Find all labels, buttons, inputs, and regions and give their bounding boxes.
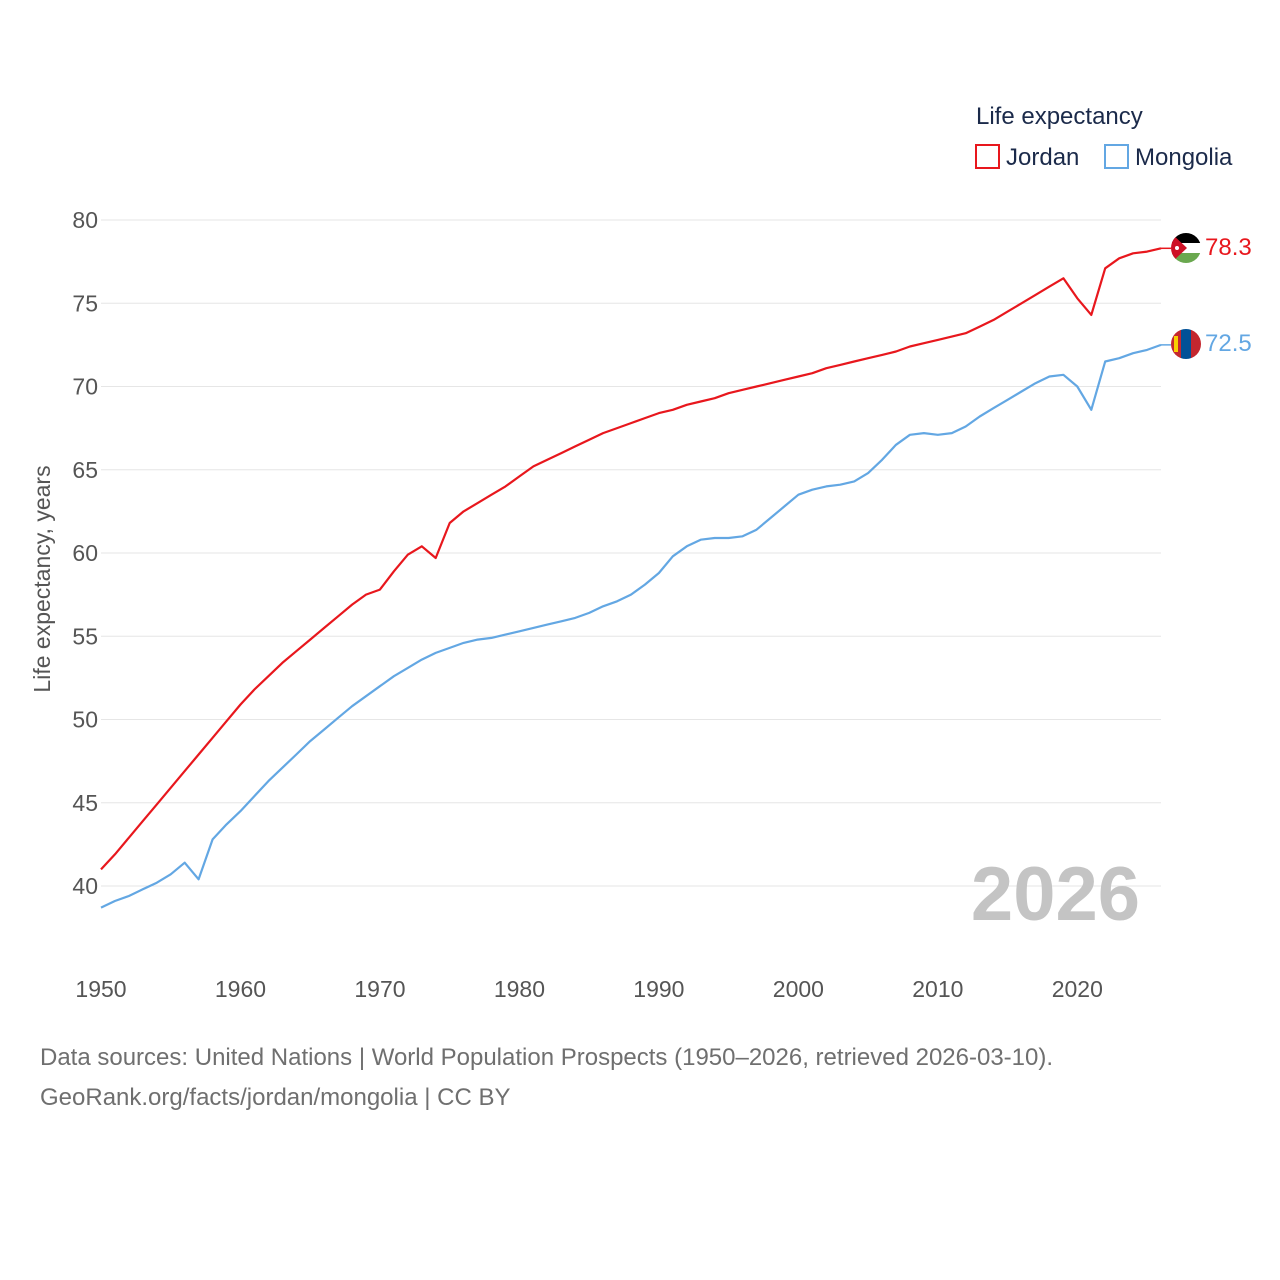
legend-label-jordan: Jordan xyxy=(1006,144,1079,171)
end-value-mongolia: 72.5 xyxy=(1205,330,1252,357)
y-tick-label-60: 60 xyxy=(72,540,98,566)
end-value-jordan: 78.3 xyxy=(1205,234,1252,261)
series-lines xyxy=(100,247,1171,909)
x-tick-label-1960: 1960 xyxy=(215,976,266,1002)
y-tick-label-50: 50 xyxy=(72,707,98,733)
year-label: 2026 xyxy=(971,852,1140,937)
legend-title: Life expectancy xyxy=(976,103,1143,130)
x-tick-label-1970: 1970 xyxy=(354,976,405,1002)
legend-swatch-jordan xyxy=(975,144,1000,169)
series-line-mongolia[interactable] xyxy=(100,343,1162,909)
legend: Life expectancy Jordan Mongolia xyxy=(975,103,1233,171)
mongolia-flag-icon xyxy=(1171,329,1201,359)
x-tick-label-1950: 1950 xyxy=(75,976,126,1002)
y-tick-label-70: 70 xyxy=(72,374,98,400)
y-tick-label-55: 55 xyxy=(72,623,98,649)
series-line-jordan[interactable] xyxy=(100,247,1162,871)
x-tick-label-2020: 2020 xyxy=(1052,976,1103,1002)
y-axis-title: Life expectancy, years xyxy=(29,465,55,692)
legend-item-jordan[interactable]: Jordan xyxy=(975,144,1079,171)
grid-lines xyxy=(101,219,1161,887)
y-tick-label-65: 65 xyxy=(72,457,98,483)
y-axis-ticks: 40 45 50 55 60 65 70 75 80 xyxy=(72,207,98,899)
x-tick-label-1990: 1990 xyxy=(633,976,684,1002)
legend-item-mongolia[interactable]: Mongolia xyxy=(1104,144,1233,171)
legend-swatch-mongolia xyxy=(1104,144,1129,169)
data-source-note: Data sources: United Nations | World Pop… xyxy=(40,1044,1054,1071)
x-axis-ticks: 1950 1960 1970 1980 1990 2000 2010 2020 xyxy=(75,976,1102,1002)
legend-label-mongolia: Mongolia xyxy=(1135,144,1233,171)
x-tick-label-1980: 1980 xyxy=(494,976,545,1002)
y-tick-label-80: 80 xyxy=(72,207,98,233)
jordan-flag-icon xyxy=(1171,233,1201,263)
x-tick-label-2000: 2000 xyxy=(773,976,824,1002)
y-tick-label-40: 40 xyxy=(72,873,98,899)
attribution-note: GeoRank.org/facts/jordan/mongolia | CC B… xyxy=(40,1084,511,1111)
y-tick-label-75: 75 xyxy=(72,290,98,316)
y-tick-label-45: 45 xyxy=(72,790,98,816)
x-tick-label-2010: 2010 xyxy=(912,976,963,1002)
